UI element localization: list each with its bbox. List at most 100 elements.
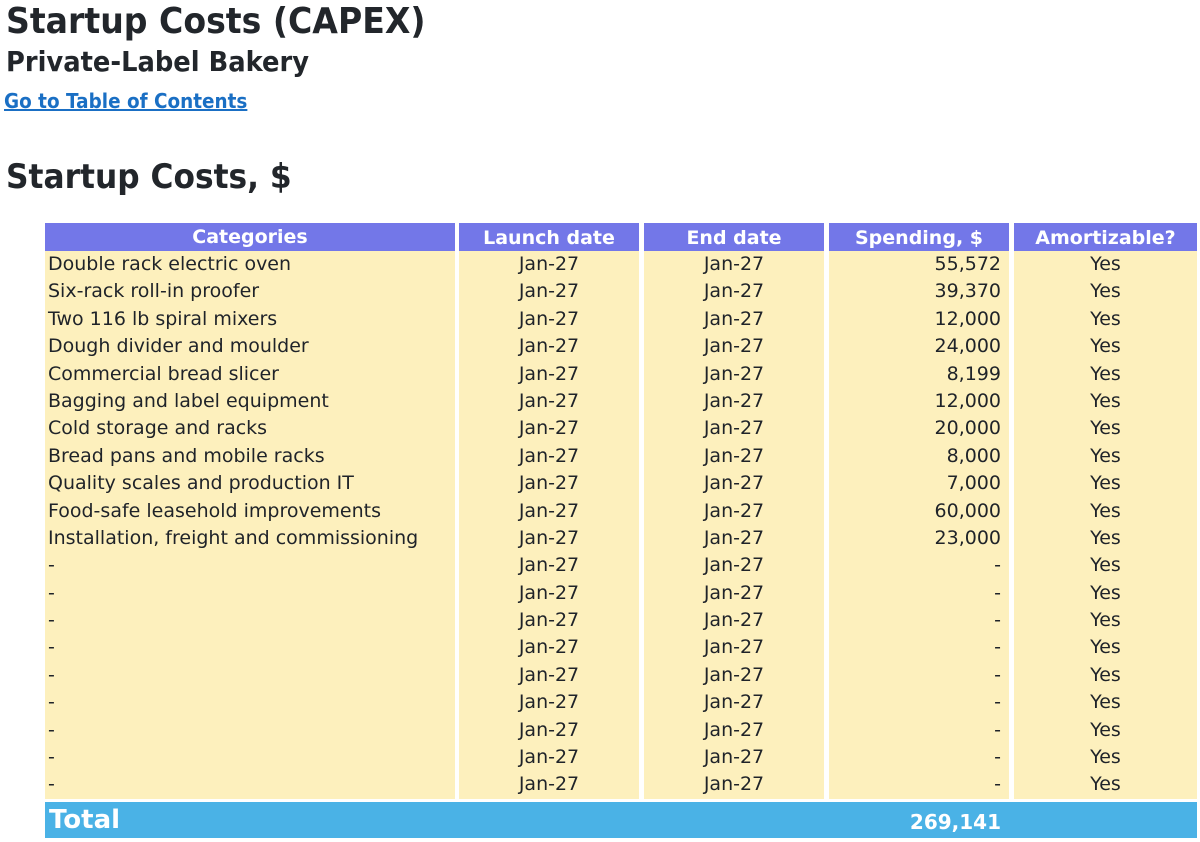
cell-amortizable: Yes bbox=[1014, 552, 1197, 580]
cell-end-date: Jan-27 bbox=[644, 333, 824, 361]
cell-spending: 20,000 bbox=[829, 415, 1009, 443]
cell-spending: 24,000 bbox=[829, 333, 1009, 361]
cell-launch-date: Jan-27 bbox=[459, 278, 639, 306]
cell-spending: 8,199 bbox=[829, 360, 1009, 388]
cell-spending: 60,000 bbox=[829, 497, 1009, 525]
cell-amortizable: Yes bbox=[1014, 634, 1197, 662]
cell-launch-date: Jan-27 bbox=[459, 497, 639, 525]
cell-spending: 12,000 bbox=[829, 305, 1009, 334]
cell-category: - bbox=[45, 579, 455, 608]
cell-launch-date: Jan-27 bbox=[459, 744, 639, 772]
cell-category: - bbox=[45, 607, 455, 635]
cell-spending: - bbox=[829, 661, 1009, 690]
cell-launch-date: Jan-27 bbox=[459, 387, 639, 416]
cell-spending: - bbox=[829, 771, 1009, 799]
table-row: - Jan-27 Jan-27- Yes bbox=[45, 689, 1197, 717]
cell-category: - bbox=[45, 552, 455, 580]
cell-launch-date: Jan-27 bbox=[459, 251, 639, 279]
cell-category: - bbox=[45, 661, 455, 690]
cell-end-date: Jan-27 bbox=[644, 442, 824, 471]
cell-amortizable: Yes bbox=[1014, 251, 1197, 279]
cell-end-date: Jan-27 bbox=[644, 305, 824, 334]
cell-end-date: Jan-27 bbox=[644, 716, 824, 745]
cell-end-date: Jan-27 bbox=[644, 415, 824, 443]
cell-category: Six-rack roll-in proofer bbox=[45, 278, 455, 306]
cell-amortizable: Yes bbox=[1014, 524, 1197, 553]
cell-launch-date: Jan-27 bbox=[459, 771, 639, 799]
cell-category: - bbox=[45, 634, 455, 662]
cell-category: Dough divider and moulder bbox=[45, 333, 455, 361]
cell-launch-date: Jan-27 bbox=[459, 716, 639, 745]
cell-spending: - bbox=[829, 716, 1009, 745]
cell-spending: - bbox=[829, 744, 1009, 772]
header-launch-date: Launch date bbox=[459, 223, 639, 251]
cell-spending: - bbox=[829, 579, 1009, 608]
table-row: Food-safe leasehold improvements Jan-27 Ja… bbox=[45, 497, 1197, 525]
cell-amortizable: Yes bbox=[1014, 744, 1197, 772]
cell-launch-date: Jan-27 bbox=[459, 634, 639, 662]
table-row: - Jan-27 Jan-27- Yes bbox=[45, 661, 1197, 690]
table-row: - Jan-27 Jan-27- Yes bbox=[45, 771, 1197, 799]
table-row: Bagging and label equipment Jan-27 Jan-27 1… bbox=[45, 387, 1197, 416]
cell-end-date: Jan-27 bbox=[644, 360, 824, 388]
cell-amortizable: Yes bbox=[1014, 360, 1197, 388]
cell-amortizable: Yes bbox=[1014, 661, 1197, 690]
cell-end-date: Jan-27 bbox=[644, 387, 824, 416]
cell-spending: 23,000 bbox=[829, 524, 1009, 553]
cell-amortizable: Yes bbox=[1014, 278, 1197, 306]
table-row: Six-rack roll-in proofer Jan-27 Jan-27 39,3… bbox=[45, 278, 1197, 306]
cell-end-date: Jan-27 bbox=[644, 661, 824, 690]
cell-launch-date: Jan-27 bbox=[459, 415, 639, 443]
header-spending: Spending, $ bbox=[829, 223, 1009, 251]
table-of-contents-link[interactable]: Go to Table of Contents bbox=[4, 89, 248, 113]
page-title: Startup Costs (CAPEX) bbox=[6, 1, 426, 42]
cell-launch-date: Jan-27 bbox=[459, 579, 639, 608]
cell-category: Double rack electric oven bbox=[45, 251, 455, 279]
cell-category: Cold storage and racks bbox=[45, 415, 455, 443]
cell-end-date: Jan-27 bbox=[644, 470, 824, 498]
cell-amortizable: Yes bbox=[1014, 716, 1197, 745]
cell-launch-date: Jan-27 bbox=[459, 661, 639, 690]
cell-end-date: Jan-27 bbox=[644, 744, 824, 772]
table-row: - Jan-27 Jan-27- Yes bbox=[45, 552, 1197, 580]
cell-launch-date: Jan-27 bbox=[459, 442, 639, 471]
cell-amortizable: Yes bbox=[1014, 305, 1197, 334]
cell-amortizable: Yes bbox=[1014, 497, 1197, 525]
table-row: Quality scales and production IT Jan-27 Ja… bbox=[45, 470, 1197, 498]
table-row: Commercial bread slicer Jan-27 Jan-27 8,199… bbox=[45, 360, 1197, 388]
cell-spending: 7,000 bbox=[829, 470, 1009, 498]
cell-amortizable: Yes bbox=[1014, 771, 1197, 799]
cell-end-date: Jan-27 bbox=[644, 689, 824, 717]
table-row: - Jan-27 Jan-27- Yes bbox=[45, 607, 1197, 635]
cell-category: Quality scales and production IT bbox=[45, 470, 455, 498]
cell-end-date: Jan-27 bbox=[644, 579, 824, 608]
table-row: Installation, freight and commissioning J… bbox=[45, 524, 1197, 553]
cell-category: Food-safe leasehold improvements bbox=[45, 497, 455, 525]
cell-category: - bbox=[45, 744, 455, 772]
startup-costs-table: Categories Launch date End date Spending… bbox=[45, 223, 1197, 799]
header-amortizable: Amortizable? bbox=[1014, 223, 1197, 251]
total-row: Total 269,141 bbox=[45, 802, 1197, 838]
cell-end-date: Jan-27 bbox=[644, 552, 824, 580]
section-title: Startup Costs, $ bbox=[6, 157, 292, 197]
cell-launch-date: Jan-27 bbox=[459, 524, 639, 553]
cell-category: Installation, freight and commissioning bbox=[45, 524, 455, 553]
cell-category: Commercial bread slicer bbox=[45, 360, 455, 388]
cell-launch-date: Jan-27 bbox=[459, 689, 639, 717]
total-label: Total bbox=[49, 805, 121, 835]
cell-spending: - bbox=[829, 607, 1009, 635]
table-row: Cold storage and racks Jan-27 Jan-27 20,000… bbox=[45, 415, 1197, 443]
table-header-row: Categories Launch date End date Spending… bbox=[45, 223, 1197, 251]
cell-spending: - bbox=[829, 634, 1009, 662]
table-row: Bread pans and mobile racks Jan-27 Jan-27 8… bbox=[45, 442, 1197, 471]
table-row: Double rack electric oven Jan-27 Jan-27 55,… bbox=[45, 251, 1197, 279]
header-end-date: End date bbox=[644, 223, 824, 251]
cell-spending: 39,370 bbox=[829, 278, 1009, 306]
cell-end-date: Jan-27 bbox=[644, 634, 824, 662]
table-row: - Jan-27 Jan-27- Yes bbox=[45, 634, 1197, 662]
cell-launch-date: Jan-27 bbox=[459, 552, 639, 580]
cell-category: - bbox=[45, 716, 455, 745]
cell-amortizable: Yes bbox=[1014, 442, 1197, 471]
cell-end-date: Jan-27 bbox=[644, 771, 824, 799]
cell-category: - bbox=[45, 689, 455, 717]
